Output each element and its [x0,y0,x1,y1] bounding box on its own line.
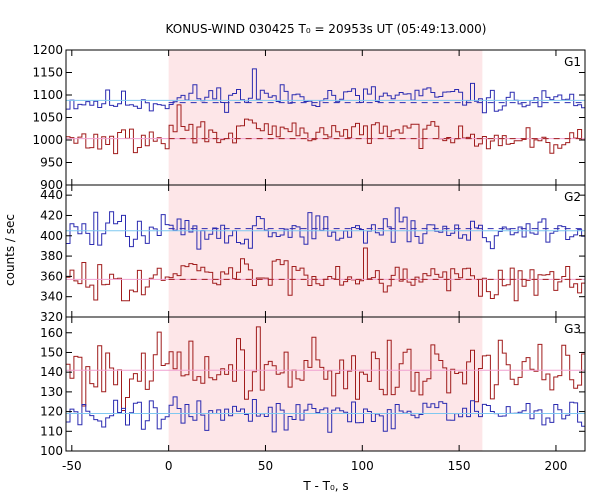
x-axis-label: T - T₀, s [302,479,348,493]
y-tick-label: 420 [40,208,63,222]
y-tick-label: 160 [40,326,63,340]
y-tick-label: 320 [40,310,63,324]
panel-g3: 100 110 120 130 140 150 160 G3 [40,316,586,458]
y-tick-label: 130 [40,385,63,399]
panel-g1: 900 950 1000 1050 1100 1150 1200 G1 [32,43,586,192]
y-tick-label: 380 [40,249,63,263]
plot-panels: 90095010001050110011501200G1320340360380… [32,43,586,473]
x-tick-label: 200 [544,459,567,473]
series-line [66,396,585,433]
panel-frame [65,316,586,452]
y-tick-label: 950 [40,156,63,170]
series-line [66,247,585,302]
y-tick-label: 900 [40,178,63,192]
x-tick-label: 50 [258,459,273,473]
y-tick-label: 440 [40,188,63,202]
series-line [66,207,585,250]
y-tick-label: 400 [40,229,63,243]
x-tick-label: 0 [165,459,173,473]
panel-label: G3 [564,322,581,336]
x-tick-label: 150 [448,459,471,473]
y-tick-label: 360 [40,269,63,283]
panel-g2: 320 340 360 380 400 420 440 G2 [40,184,586,324]
y-tick-label: 120 [40,405,63,419]
y-tick-label: 340 [40,290,63,304]
shaded-interval [168,317,483,451]
panel-label: G2 [564,190,581,204]
x-tick-label: 100 [351,459,374,473]
y-tick-label: 140 [40,365,63,379]
y-tick-label: 1200 [32,43,63,57]
y-tick-label: 1150 [32,66,63,80]
y-tick-label: 1000 [32,133,63,147]
panel-label: G1 [564,55,581,69]
series-line [66,68,585,114]
shaded-interval [168,50,483,185]
chart-title: KONUS-WIND 030425 T₀ = 20953s UT (05:49:… [166,22,487,36]
y-tick-label: 150 [40,345,63,359]
y-tick-label: 1050 [32,111,63,125]
y-tick-label: 110 [40,424,63,438]
y-axis-label: counts / sec [3,214,17,286]
shaded-interval [168,185,483,317]
x-tick-labels: -50 0 50 100 150 200 [62,459,567,473]
series-line [66,326,585,411]
series-line [66,104,585,155]
y-tick-label: 100 [40,444,63,458]
x-tick-label: -50 [62,459,82,473]
y-tick-label: 1100 [32,88,63,102]
